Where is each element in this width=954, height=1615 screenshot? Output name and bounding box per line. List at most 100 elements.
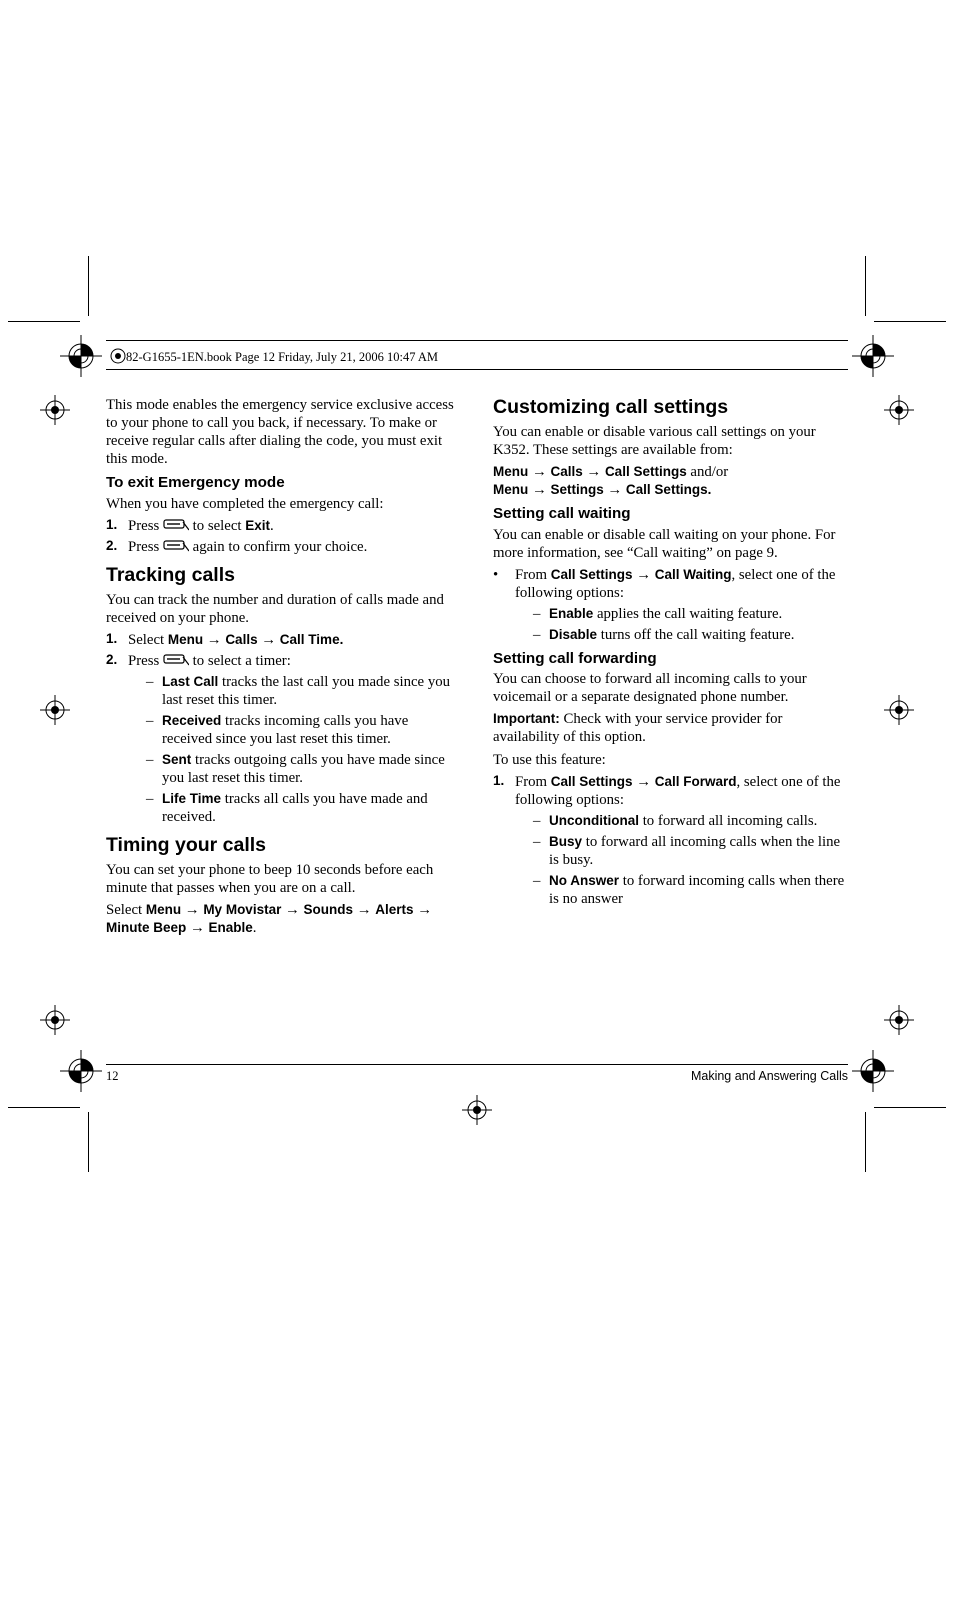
text: . xyxy=(253,920,257,936)
ui-label: Call Settings xyxy=(605,464,687,479)
body-text: You can enable or disable various call s… xyxy=(493,423,848,459)
step-number: 2. xyxy=(106,652,128,670)
text: . xyxy=(270,518,274,534)
text: Press xyxy=(128,518,163,534)
ui-label: Sounds xyxy=(304,902,354,917)
softkey-icon xyxy=(163,539,189,551)
crosshair-mark-icon xyxy=(884,695,914,725)
arrow-icon: → xyxy=(528,464,550,480)
ui-label: Received xyxy=(162,713,221,728)
text: Press xyxy=(128,539,163,555)
dash-body: Sent tracks outgoing calls you have made… xyxy=(162,751,461,787)
text: again to confirm your choice. xyxy=(189,539,367,555)
crop-line xyxy=(8,1107,80,1108)
bullet-icon: • xyxy=(493,566,515,602)
registration-mark-icon xyxy=(60,1050,102,1092)
crop-line xyxy=(865,256,866,316)
dash-body: Disable turns off the call waiting featu… xyxy=(549,626,848,644)
section-title: Making and Answering Calls xyxy=(691,1069,848,1084)
text: Select xyxy=(128,632,168,648)
arrow-icon: → xyxy=(583,464,605,480)
ui-label: No Answer xyxy=(549,873,619,888)
left-column: This mode enables the emergency service … xyxy=(106,396,461,941)
dash-icon: – xyxy=(533,812,549,830)
dash-item: – Life Time tracks all calls you have ma… xyxy=(106,790,461,826)
text: and/or xyxy=(687,464,729,480)
ui-label: Call Waiting xyxy=(655,567,732,582)
ui-label: Call Time. xyxy=(280,632,344,647)
ui-label: Call Settings. xyxy=(626,482,712,497)
heading-customizing: Customizing call settings xyxy=(493,396,848,420)
ui-label: Call Settings xyxy=(551,774,633,789)
softkey-icon xyxy=(163,518,189,530)
step-body: Press to select Exit. xyxy=(128,517,461,535)
heading-tracking-calls: Tracking calls xyxy=(106,564,461,588)
important-note: Important: Check with your service provi… xyxy=(493,710,848,746)
step-number: 2. xyxy=(106,538,128,556)
dash-icon: – xyxy=(533,626,549,644)
ui-label: Life Time xyxy=(162,791,221,806)
content-columns: This mode enables the emergency service … xyxy=(106,396,848,941)
dash-body: Received tracks incoming calls you have … xyxy=(162,712,461,748)
dash-icon: – xyxy=(146,712,162,748)
body-text: You can track the number and duration of… xyxy=(106,591,461,627)
step-number: 1. xyxy=(493,773,515,809)
heading-exit-emergency: To exit Emergency mode xyxy=(106,474,461,493)
dash-icon: – xyxy=(533,872,549,908)
ui-label: Enable xyxy=(549,606,593,621)
page-footer: 12 Making and Answering Calls xyxy=(106,1064,848,1084)
dash-icon: – xyxy=(533,833,549,869)
heading-call-forwarding: Setting call forwarding xyxy=(493,650,848,669)
text: tracks outgoing calls you have made sinc… xyxy=(162,752,445,786)
registration-mark-icon xyxy=(60,335,102,377)
arrow-icon: → xyxy=(258,632,280,648)
heading-timing-calls: Timing your calls xyxy=(106,834,461,858)
ui-label: Menu xyxy=(146,902,181,917)
step-body: Press again to confirm your choice. xyxy=(128,538,461,556)
dash-icon: – xyxy=(533,605,549,623)
step-number: 1. xyxy=(106,631,128,649)
crop-line xyxy=(874,321,946,322)
registration-mark-icon xyxy=(852,335,894,377)
ui-label: Sent xyxy=(162,752,191,767)
ui-label: Exit xyxy=(245,518,270,533)
ui-label: Busy xyxy=(549,834,582,849)
ui-label: Alerts xyxy=(375,902,413,917)
crosshair-mark-icon xyxy=(884,1005,914,1035)
arrow-icon: → xyxy=(353,902,375,918)
menu-path: Select Menu → My Movistar → Sounds → Ale… xyxy=(106,901,461,937)
ui-label: Enable xyxy=(208,920,252,935)
right-column: Customizing call settings You can enable… xyxy=(493,396,848,941)
dash-body: Life Time tracks all calls you have made… xyxy=(162,790,461,826)
ui-label: Last Call xyxy=(162,674,218,689)
menu-path: Menu → Calls → Call Settings and/or Menu… xyxy=(493,463,848,499)
arrow-icon: → xyxy=(414,902,433,918)
crosshair-mark-icon xyxy=(40,695,70,725)
ui-label: Disable xyxy=(549,627,597,642)
arrow-icon: → xyxy=(528,482,550,498)
page-number: 12 xyxy=(106,1069,119,1084)
numbered-step: 2. Press to select a timer: xyxy=(106,652,461,670)
dash-item: – Enable applies the call waiting featur… xyxy=(493,605,848,623)
body-text: You can enable or disable call waiting o… xyxy=(493,526,848,562)
ui-label: Calls xyxy=(225,632,257,647)
arrow-icon: → xyxy=(281,902,303,918)
dash-body: Unconditional to forward all incoming ca… xyxy=(549,812,848,830)
text: applies the call waiting feature. xyxy=(593,606,782,622)
text: From xyxy=(515,567,551,583)
header-rule-top xyxy=(106,340,848,341)
body-text: This mode enables the emergency service … xyxy=(106,396,461,468)
ui-label: Menu xyxy=(493,482,528,497)
ui-label: Minute Beep xyxy=(106,920,186,935)
ui-label: Menu xyxy=(168,632,203,647)
dash-icon: – xyxy=(146,673,162,709)
ui-label: Call Forward xyxy=(655,774,737,789)
ui-label: Calls xyxy=(550,464,582,479)
crop-line xyxy=(865,1112,866,1172)
dash-item: – Last Call tracks the last call you mad… xyxy=(106,673,461,709)
registration-mark-icon xyxy=(852,1050,894,1092)
step-number: 1. xyxy=(106,517,128,535)
numbered-step: 1. Select Menu → Calls → Call Time. xyxy=(106,631,461,649)
text: to forward all incoming calls when the l… xyxy=(549,834,840,868)
text: From xyxy=(515,774,551,790)
